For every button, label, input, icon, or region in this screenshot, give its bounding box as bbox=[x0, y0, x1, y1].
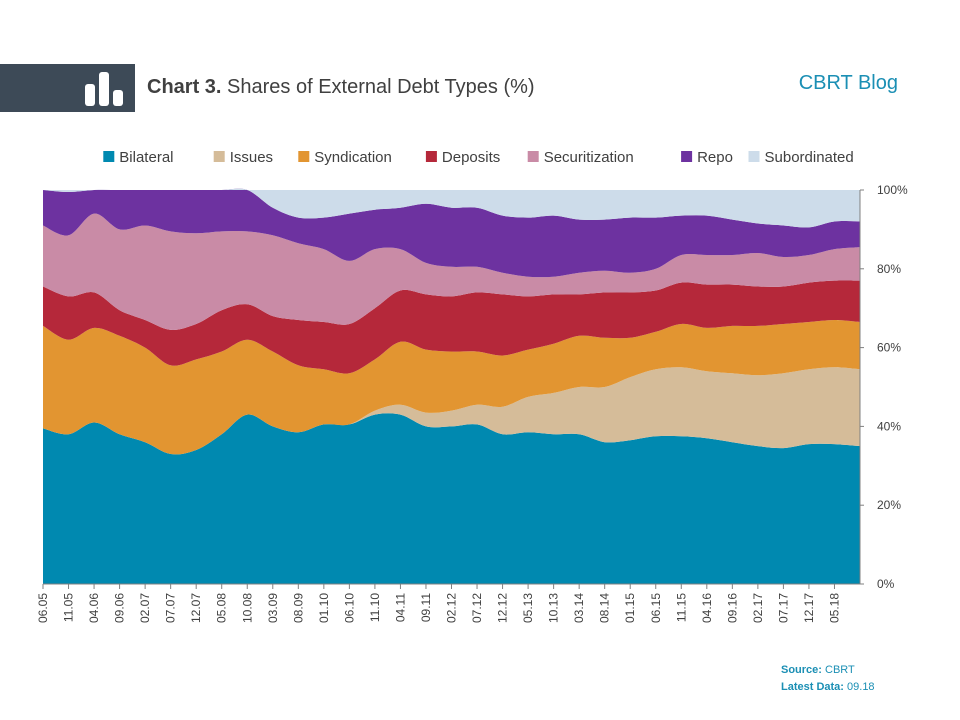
title-bold: Chart 3. bbox=[147, 76, 222, 98]
latest-value: 09.18 bbox=[843, 681, 875, 693]
source-value: CBRT bbox=[821, 664, 855, 676]
legend-swatch-securitization bbox=[527, 151, 539, 162]
area-syndication bbox=[43, 320, 860, 455]
x-tick-label: 11.05 bbox=[62, 593, 76, 622]
area-series-group bbox=[43, 188, 860, 584]
x-tick-label: 05.08 bbox=[215, 593, 229, 623]
legend-label-issues: Issues bbox=[230, 149, 273, 166]
header-bar bbox=[0, 64, 135, 112]
legend-label-bilateral: Bilateral bbox=[119, 149, 173, 166]
latest-label: Latest Data: bbox=[781, 681, 844, 693]
x-tick-label: 07.12 bbox=[470, 593, 484, 623]
x-tick-label: 02.07 bbox=[138, 593, 152, 623]
source-note: Source: CBRT Latest Data: 09.18 bbox=[781, 662, 875, 696]
x-tick-label: 02.17 bbox=[751, 593, 765, 623]
x-tick-label: 01.15 bbox=[623, 593, 637, 623]
x-tick-label: 04.06 bbox=[87, 593, 101, 623]
x-tick-label: 02.12 bbox=[445, 593, 459, 623]
x-tick-label: 08.09 bbox=[291, 593, 305, 623]
legend-label-deposits: Deposits bbox=[442, 149, 500, 166]
area-issues bbox=[43, 367, 860, 455]
y-tick-label: 20% bbox=[877, 498, 901, 512]
x-tick-label: 06.10 bbox=[342, 593, 356, 623]
legend-label-securitization: Securitization bbox=[544, 149, 634, 166]
source-label: Source: bbox=[781, 664, 822, 676]
source-line: Source: CBRT bbox=[781, 662, 875, 679]
x-tick-label: 01.10 bbox=[317, 593, 331, 623]
brand-logo: CBRT Blog bbox=[798, 72, 898, 94]
y-tick-label: 40% bbox=[877, 419, 901, 433]
latest-data-line: Latest Data: 09.18 bbox=[781, 679, 875, 696]
x-tick-label: 07.07 bbox=[164, 593, 178, 623]
x-tick-label: 12.12 bbox=[496, 593, 510, 623]
x-tick-label: 10.08 bbox=[240, 593, 254, 623]
bar-chart-icon bbox=[85, 72, 123, 106]
legend-swatch-issues bbox=[213, 151, 225, 162]
x-tick-label: 05.13 bbox=[521, 593, 535, 623]
y-tick-label: 80% bbox=[877, 262, 901, 276]
x-tick-label: 04.11 bbox=[393, 593, 407, 622]
area-deposits bbox=[43, 280, 860, 374]
x-tick-label: 06.15 bbox=[649, 593, 663, 623]
legend-label-syndication: Syndication bbox=[314, 149, 392, 166]
page-title: Chart 3. Shares of External Debt Types (… bbox=[147, 76, 535, 99]
x-tick-label: 11.15 bbox=[674, 593, 688, 622]
y-tick-label: 0% bbox=[877, 577, 895, 591]
x-tick-label: 04.16 bbox=[700, 593, 714, 623]
x-tick-label: 12.17 bbox=[802, 593, 816, 623]
title-rest: Shares of External Debt Types (%) bbox=[221, 76, 535, 98]
x-tick-label: 06.05 bbox=[36, 593, 50, 623]
x-tick-label: 07.17 bbox=[776, 593, 790, 623]
legend-swatch-repo bbox=[681, 151, 693, 162]
x-tick-label: 08.14 bbox=[598, 593, 612, 623]
x-tick-label: 03.09 bbox=[266, 593, 280, 623]
legend-label-subordinated: Subordinated bbox=[765, 149, 854, 166]
x-tick-label: 10.13 bbox=[547, 593, 561, 623]
legend-swatch-deposits bbox=[425, 151, 437, 162]
area-repo bbox=[43, 188, 860, 278]
legend-swatch-bilateral bbox=[103, 151, 115, 162]
x-tick-label: 09.11 bbox=[419, 593, 433, 622]
area-securitization bbox=[43, 213, 860, 330]
x-tick-label: 09.06 bbox=[113, 593, 127, 623]
x-tick-label: 11.10 bbox=[368, 593, 382, 622]
area-bilateral bbox=[43, 413, 860, 584]
legend: Bilateral Issues Syndication Deposits Securi… bbox=[103, 149, 854, 166]
legend-label-repo: Repo bbox=[697, 149, 733, 166]
x-tick-label: 12.07 bbox=[189, 593, 203, 623]
x-tick-label: 09.16 bbox=[725, 593, 739, 623]
y-tick-label: 100% bbox=[877, 183, 908, 197]
legend-swatch-syndication bbox=[298, 151, 310, 162]
legend-swatch-subordinated bbox=[748, 151, 760, 162]
x-tick-label: 05.18 bbox=[828, 593, 842, 623]
y-tick-label: 60% bbox=[877, 341, 901, 355]
area-subordinated bbox=[43, 188, 860, 228]
x-tick-label: 03.14 bbox=[572, 593, 586, 623]
